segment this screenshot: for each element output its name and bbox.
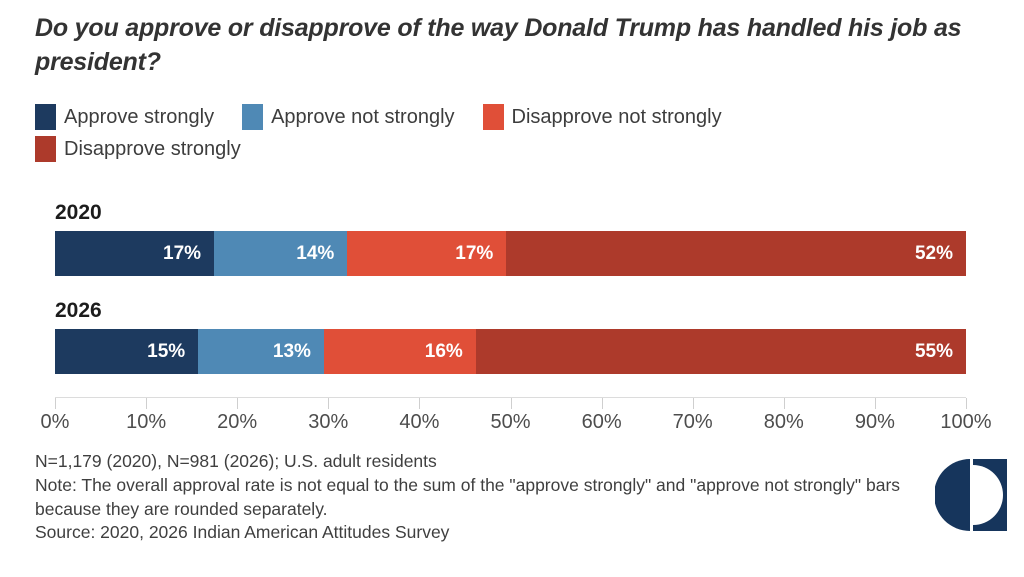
legend: Approve strongly Approve not strongly Disa… (35, 104, 865, 162)
bar-value-label: 55% (914, 340, 953, 362)
tick-mark (419, 398, 421, 409)
bar-segment: 15% (55, 329, 199, 374)
category-label: 2020 (55, 201, 102, 224)
tick-mark (601, 398, 603, 409)
bar-segment: 16% (323, 329, 476, 374)
tick-label: 40% (399, 411, 440, 433)
legend-item: Approve not strongly (242, 104, 455, 130)
legend-item: Disapprove not strongly (482, 104, 722, 130)
legend-label: Approve not strongly (271, 105, 455, 128)
stacked-bar: 17% 14% 17% 52% (55, 231, 967, 276)
sample-size-note: N=1,179 (2020), N=981 (2026); U.S. adult… (35, 451, 437, 471)
bar-value-label: 14% (296, 242, 335, 264)
legend-swatch (35, 104, 56, 130)
tick-label: 90% (854, 411, 895, 433)
legend-item: Approve strongly (35, 104, 214, 130)
tick-mark (874, 398, 876, 409)
legend-swatch (242, 104, 264, 130)
tick-label: 100% (940, 411, 992, 433)
stacked-bar: 15% 13% 16% 55% (55, 329, 966, 374)
chart-title: Do you approve or disapprove of the way … (35, 14, 962, 76)
tick-mark (55, 398, 56, 409)
legend-item: Disapprove strongly (35, 136, 241, 162)
tick-mark (783, 398, 785, 409)
legend-label: Disapprove strongly (64, 137, 241, 160)
tick-mark (146, 398, 148, 409)
tick-label: 0% (40, 411, 70, 433)
bar-segment: 17% (55, 231, 215, 276)
bar-value-label: 17% (455, 242, 494, 264)
tick-mark (510, 398, 512, 409)
bar-segment: 17% (347, 231, 507, 276)
rounding-note: Note: The overall approval rate is not e… (35, 474, 901, 519)
footnotes: N=1,179 (2020), N=981 (2026); U.S. adult… (35, 450, 930, 545)
tick-mark (692, 398, 694, 409)
bar-value-label: 16% (424, 340, 463, 362)
legend-swatch (482, 104, 504, 130)
tick-label: 10% (126, 411, 167, 433)
bar-segment: 13% (198, 329, 324, 374)
tick-label: 80% (763, 411, 804, 433)
chart-rows: 2020 17% 14% 17% 52% 2026 15% 13% 16% 55% (55, 201, 967, 374)
tick-label: 30% (308, 411, 349, 433)
bar-value-label: 52% (914, 242, 954, 264)
tick-label: 60% (581, 411, 622, 433)
bar-value-label: 13% (272, 340, 311, 362)
bar-value-label: 15% (147, 340, 186, 362)
bar-segment: 14% (214, 231, 348, 276)
source-note: Source: 2020, 2026 Indian American Attit… (35, 522, 450, 543)
x-axis: 0% 10% 20% 30% 40% 50% 60% 70% 80% 90% 100% (41, 397, 992, 439)
category-label: 2026 (55, 299, 102, 322)
tick-label: 20% (217, 411, 258, 433)
tick-mark (237, 398, 239, 409)
tick-label: 70% (672, 411, 713, 433)
tick-mark (966, 398, 967, 409)
bar-segment: 55% (475, 329, 966, 374)
bar-segment: 52% (506, 231, 967, 276)
bar-value-label: 17% (163, 242, 202, 264)
half-circle-square-logo-icon (935, 459, 1007, 531)
stacked-bar-chart: 2020 17% 14% 17% 52% 2026 15% 13% 16% 55% 0% 10% 20… (41, 201, 992, 439)
legend-label: Approve strongly (64, 105, 215, 128)
tick-label: 50% (490, 411, 531, 433)
legend-label: Disapprove not strongly (511, 105, 722, 128)
legend-swatch (35, 136, 56, 162)
tick-mark (328, 398, 330, 409)
